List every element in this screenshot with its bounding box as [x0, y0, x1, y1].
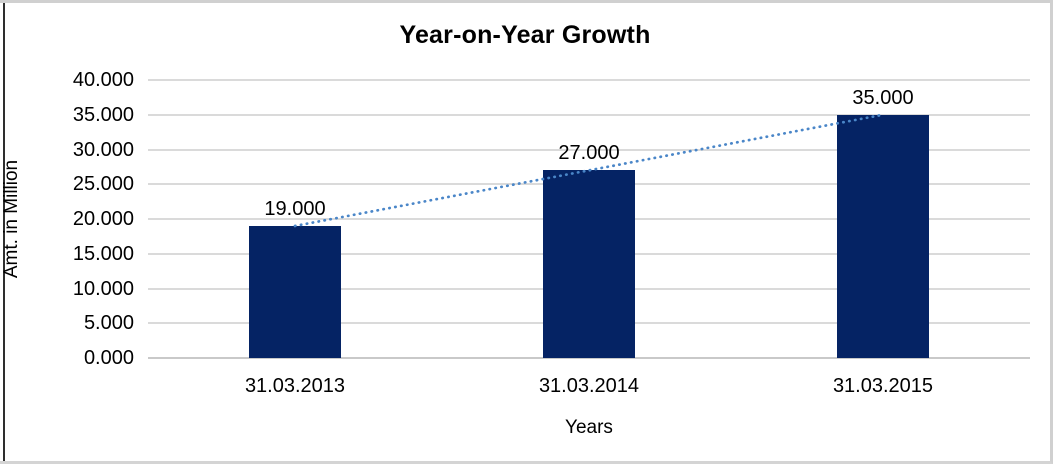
y-tick-label: 35.000 [72, 103, 134, 126]
bar [543, 170, 635, 358]
x-axis-line [148, 357, 1030, 359]
y-tick-label: 0.000 [83, 347, 134, 369]
gridline [148, 79, 1030, 81]
y-tick-label: 15.000 [72, 242, 134, 265]
y-tick-label: 5.000 [83, 312, 134, 335]
x-category-label: 31.03.2013 [244, 375, 346, 397]
chart-title: Year-on-Year Growth [399, 21, 651, 49]
y-tick-label: 10.000 [72, 277, 134, 300]
frame-left-edge [3, 3, 5, 461]
y-tick-label: 25.000 [72, 173, 134, 196]
y-tick-label: 40.000 [72, 69, 134, 91]
bar [249, 225, 341, 358]
bar-data-label: 27.000 [558, 142, 620, 165]
x-axis-title: Years [565, 417, 613, 438]
x-category-label: 31.03.2014 [538, 375, 640, 397]
y-tick-label: 20.000 [72, 208, 134, 230]
y-tick-label: 30.000 [72, 138, 134, 161]
y-axis-title: Amt. in Million [1, 159, 22, 279]
x-category-label: 31.03.2015 [832, 375, 934, 397]
bar [837, 114, 929, 358]
bar-data-label: 35.000 [852, 86, 914, 109]
bar-data-label: 19.000 [264, 197, 326, 220]
